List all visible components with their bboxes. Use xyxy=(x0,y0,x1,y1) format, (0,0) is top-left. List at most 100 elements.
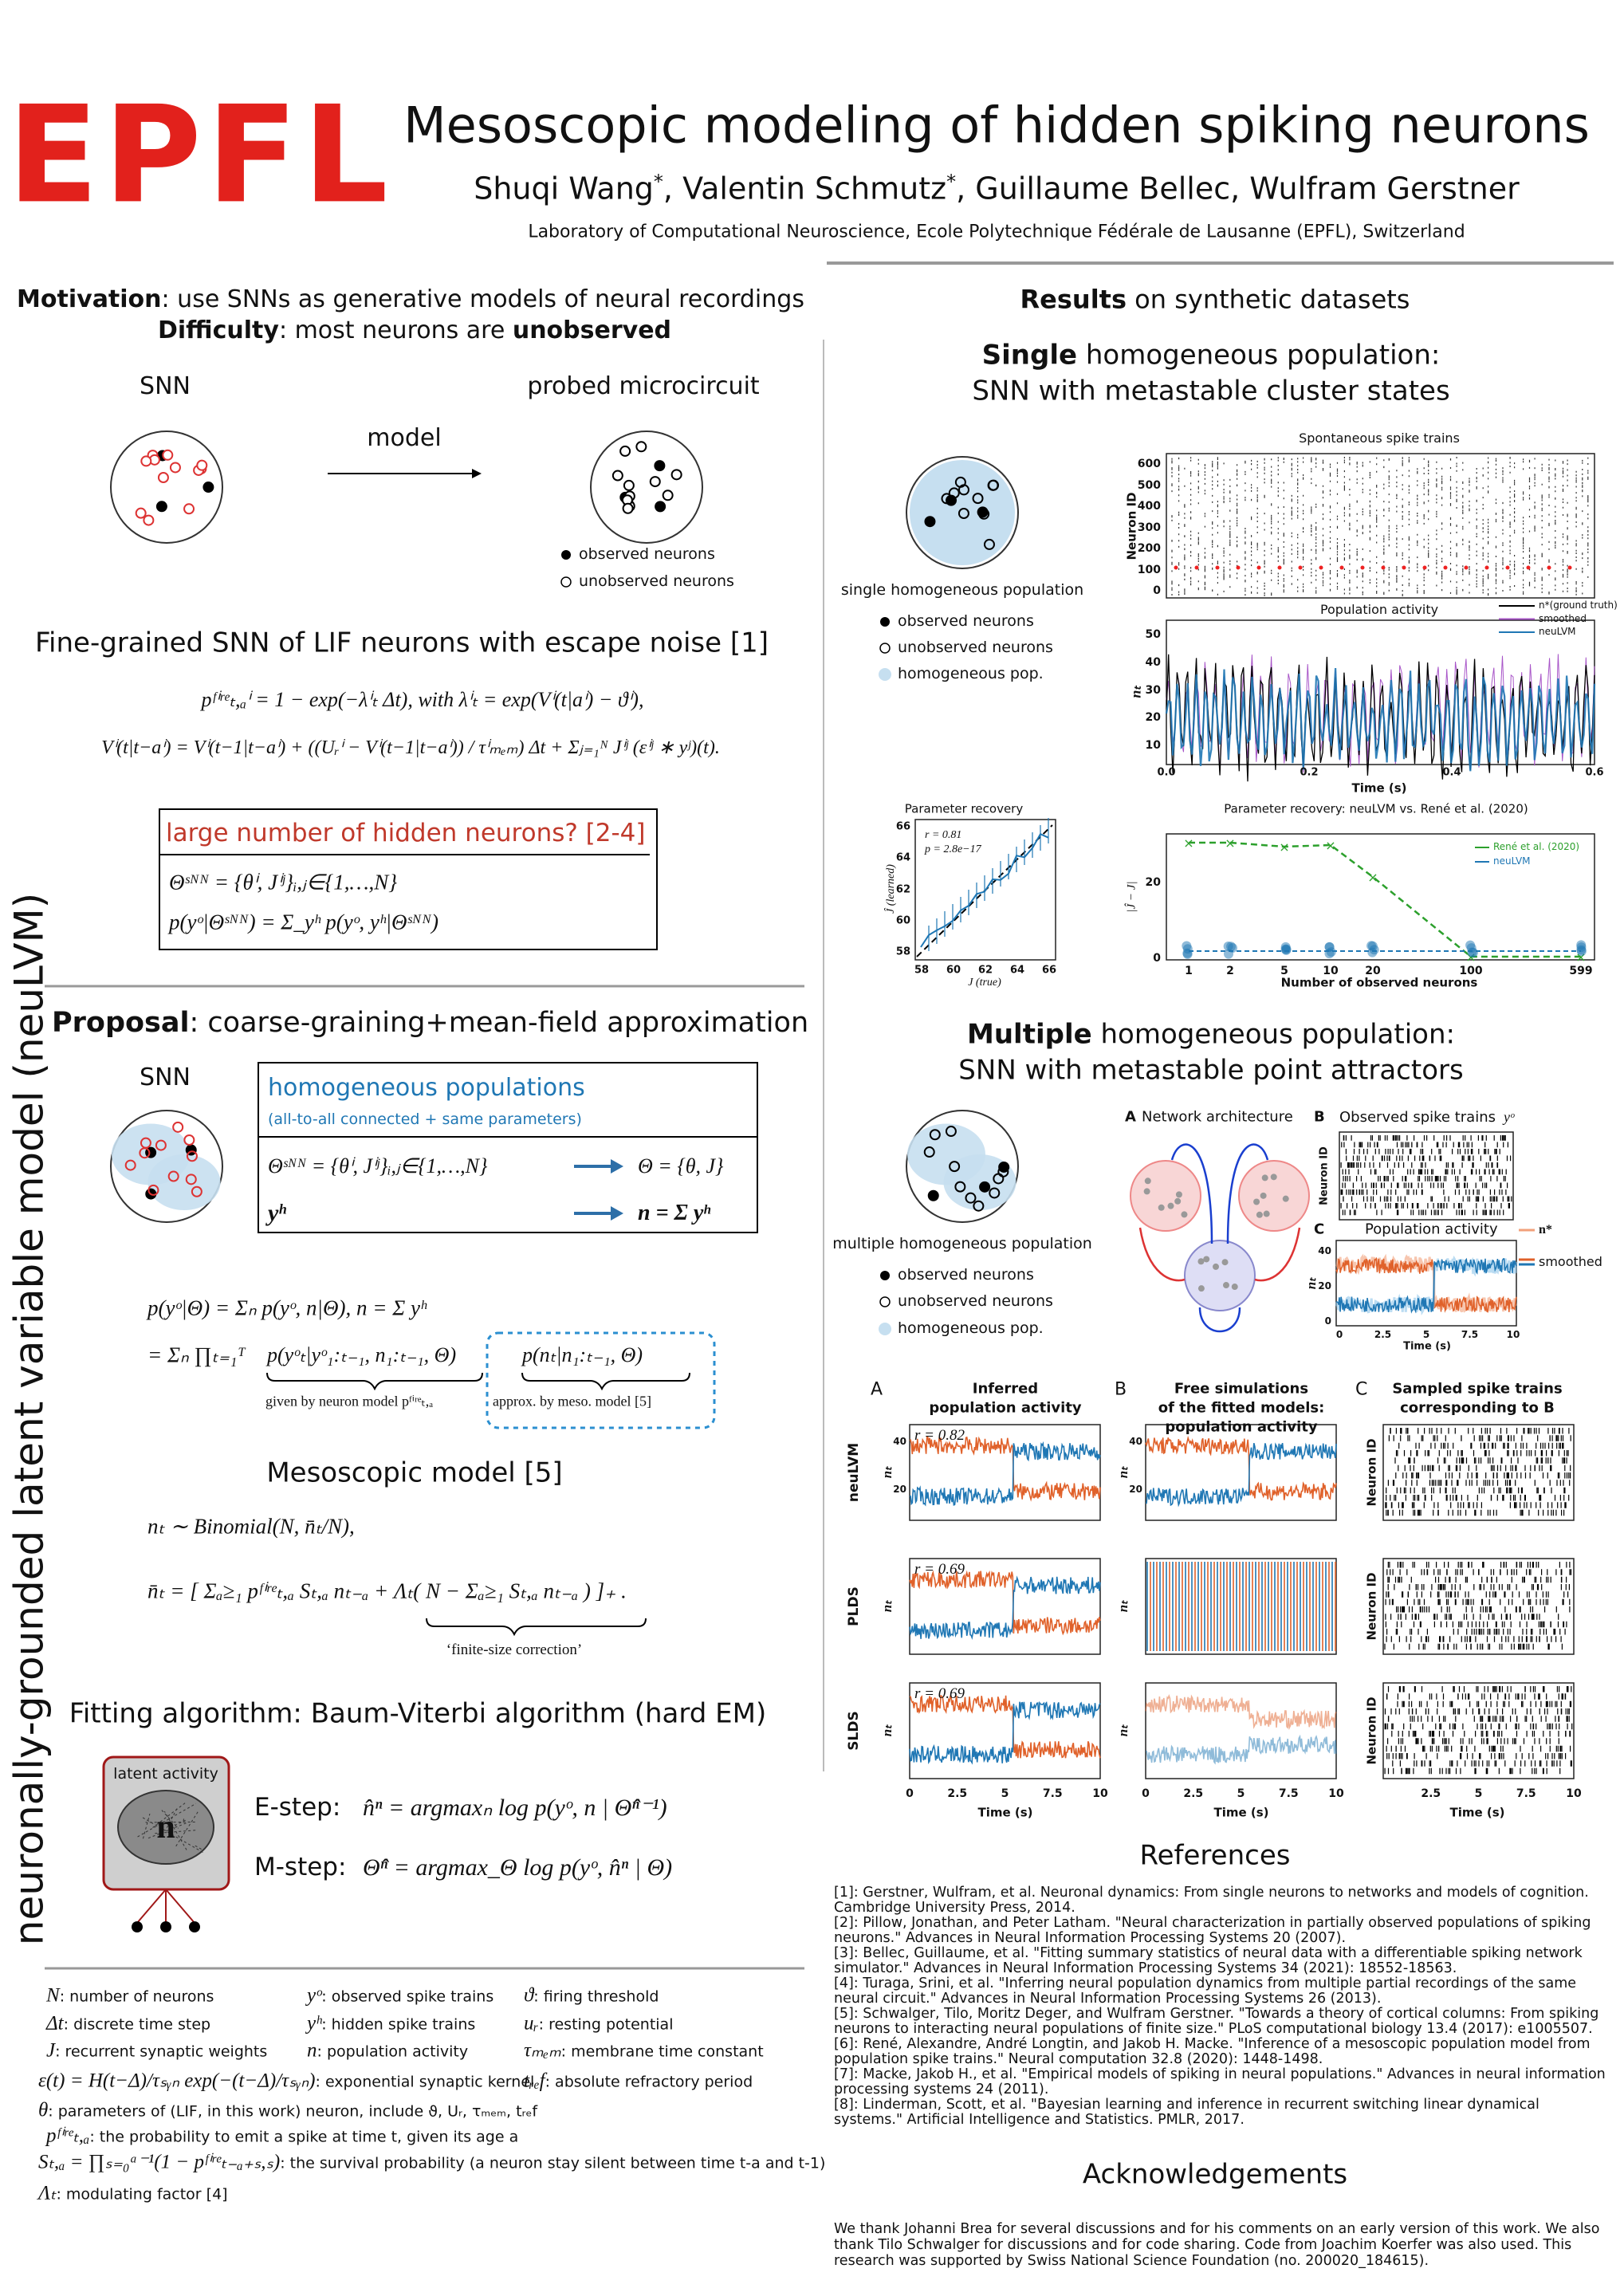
text: Time (s) xyxy=(1213,1805,1269,1820)
unobserved-neuron xyxy=(649,476,661,488)
neuron xyxy=(1158,1204,1165,1211)
text-part: Multiple xyxy=(967,1018,1092,1051)
observed-spike xyxy=(1256,565,1261,570)
latent-edge xyxy=(142,1813,151,1839)
text-part: : population activity xyxy=(317,2042,469,2061)
connection xyxy=(1254,1227,1301,1282)
text: multiple homogeneous population xyxy=(832,1235,1092,1253)
x-tick-label: 60 xyxy=(946,964,961,977)
observed-neuron xyxy=(654,460,666,472)
text: nₜ xyxy=(879,1600,895,1613)
text: p = 2.8e−17 xyxy=(925,843,981,855)
text: neuLVM xyxy=(846,1442,863,1503)
legend-label: neuLVM xyxy=(1493,855,1531,867)
population-blob xyxy=(910,460,1015,565)
trace xyxy=(909,1575,1101,1641)
text: Multiple homogeneous population: xyxy=(967,1019,1455,1050)
text: = Σₙ ∏ₜ₌₁ᵀ xyxy=(147,1343,246,1367)
text: single homogeneous population xyxy=(840,581,1084,600)
marker: × xyxy=(1183,835,1193,851)
observed-spike xyxy=(1215,565,1220,570)
text: Motivation: use SNNs as generative model… xyxy=(17,285,804,314)
unobserved-neuron xyxy=(973,1200,985,1212)
y-tick-label: 20 xyxy=(1129,1484,1142,1496)
unobserved-neuron xyxy=(957,507,969,519)
text-part: * xyxy=(946,170,957,193)
text: nₜ xyxy=(1115,1466,1131,1479)
y-tick-label: 40 xyxy=(1145,655,1161,669)
trace xyxy=(1145,1435,1337,1501)
text-part: Motivation xyxy=(17,285,162,313)
dot xyxy=(1281,945,1292,955)
observed-spike xyxy=(1505,565,1510,570)
x-tick-label: 5 xyxy=(1474,1787,1483,1800)
text: Θˢᴺᴺ = {θⁱ, Jⁱʲ}ᵢ,ⱼ∈{1,…,N} xyxy=(268,1154,488,1178)
unobserved-neuron xyxy=(988,479,1000,491)
y-tick-label: 0 xyxy=(1153,584,1161,597)
neuron xyxy=(1263,1210,1270,1217)
text: Fine-grained SNN of LIF neurons with esc… xyxy=(34,627,769,659)
observed-spike xyxy=(1402,565,1406,570)
neuron xyxy=(1181,1211,1188,1218)
text: Single homogeneous population: xyxy=(982,340,1441,371)
trace xyxy=(1335,1257,1517,1314)
legend-dot xyxy=(880,1271,890,1280)
plot-frame xyxy=(1382,1682,1575,1779)
unobserved-neuron xyxy=(157,471,169,483)
spike-raster xyxy=(1384,1562,1572,1650)
text: Population activity xyxy=(1365,1221,1498,1238)
legend-dot xyxy=(879,643,891,654)
legend-label: n*(ground truth) xyxy=(1539,600,1618,611)
dot xyxy=(1326,947,1336,957)
trace xyxy=(1146,1442,1337,1508)
plot-frame xyxy=(1382,1558,1575,1655)
text: Time (s) xyxy=(977,1805,1033,1820)
reference: [2]: Pillow, Jonathan, and Peter Latham.… xyxy=(834,1915,1591,1946)
text-part: Results xyxy=(1020,284,1127,315)
text: p(yᵒ|Θˢᴺᴺ) = Σ_yʰ p(yᵒ, yʰ|Θˢᴺᴺ) xyxy=(169,910,438,934)
observed-neuron xyxy=(927,1189,939,1201)
plot-frame xyxy=(914,819,1056,961)
observed-spike xyxy=(1194,565,1199,570)
unobserved-neuron xyxy=(167,1170,179,1182)
plot-frame xyxy=(909,1682,1101,1779)
text-part: : parameters of (LIF, in this work) neur… xyxy=(48,2102,538,2121)
legend-label: smoothed xyxy=(1539,1253,1602,1269)
neuron xyxy=(1144,1177,1151,1185)
text: We thank Johanni Brea for several discus… xyxy=(834,2221,1600,2269)
unobserved-neuron xyxy=(183,1134,195,1146)
text: Mesoscopic model [5] xyxy=(266,1457,563,1489)
notation: ε(t) = H(t−Δ)/τₛᵧₙ exp(−(t−Δ)/τₛᵧₙ): exp… xyxy=(38,2070,534,2094)
text: E-step: xyxy=(254,1793,341,1822)
observed-neuron xyxy=(155,501,167,513)
x-tick-label: 62 xyxy=(977,964,993,977)
latent-edge xyxy=(146,1822,187,1840)
unobserved-neuron xyxy=(183,503,195,515)
text-part: uᵣ xyxy=(524,2012,539,2035)
spike-raster xyxy=(1384,1686,1573,1775)
neuron xyxy=(1256,1211,1263,1218)
text: homogeneous populations xyxy=(268,1073,585,1102)
text-part: yᵒ xyxy=(1503,1109,1515,1126)
text-part: : coarse-graining+mean-field approximati… xyxy=(189,1006,809,1039)
notation: yᵒ: observed spike trains xyxy=(307,1985,493,2008)
text-part: : observed spike trains xyxy=(321,1987,494,2006)
text-part: Observed spike trains xyxy=(1339,1109,1496,1126)
text: M-step: xyxy=(254,1853,347,1882)
text: Proposal: coarse-graining+mean-field app… xyxy=(52,1007,808,1039)
text: p(nₜ|n₁:ₜ₋₁, Θ) xyxy=(522,1343,643,1367)
unobserved-neuron xyxy=(670,469,682,481)
x-tick-label: 5 xyxy=(1001,1787,1009,1800)
y-tick-label: 200 xyxy=(1137,541,1161,555)
text: Parameter recovery xyxy=(904,801,1024,816)
latent-edge xyxy=(175,1811,199,1847)
plot-frame xyxy=(1335,1240,1517,1327)
text-part: : use SNNs as generative models of neura… xyxy=(161,285,804,313)
observed-spike xyxy=(1339,565,1344,570)
x-tick-label: 20 xyxy=(1365,964,1381,977)
legend-label: smoothed xyxy=(1539,612,1587,624)
text: Θˢᴺᴺ = {θⁱ, Jⁱʲ}ᵢ,ⱼ∈{1,…,N} xyxy=(169,870,398,894)
text: r = 0.81 xyxy=(925,828,962,841)
neuron xyxy=(1261,1174,1268,1181)
